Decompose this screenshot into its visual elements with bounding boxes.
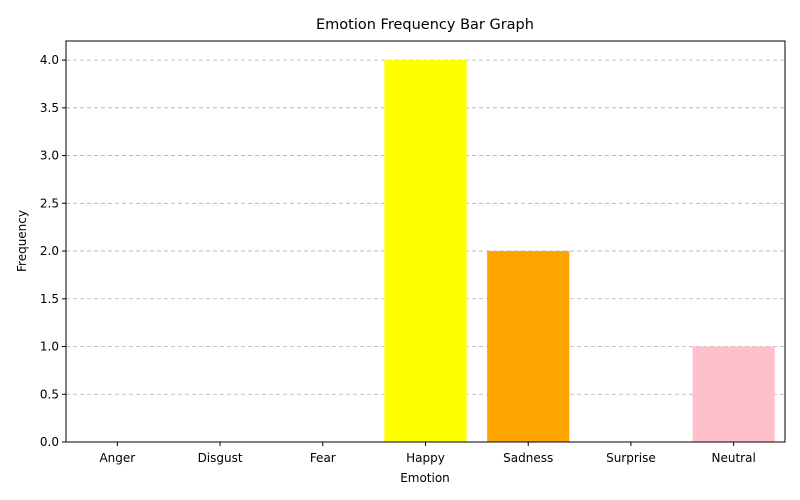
y-tick-label: 4.0: [40, 53, 59, 67]
y-tick-label: 3.5: [40, 101, 59, 115]
y-tick-label: 3.0: [40, 149, 59, 163]
x-tick-label: Anger: [99, 451, 135, 465]
y-tick-label: 1.5: [40, 292, 59, 306]
y-tick-label: 2.5: [40, 196, 59, 210]
bar-sadness: [487, 251, 570, 442]
bar-neutral: [692, 346, 775, 442]
x-tick-label: Sadness: [503, 451, 553, 465]
bars: [384, 60, 775, 442]
x-tick-label: Disgust: [198, 451, 243, 465]
y-tick-label: 1.0: [40, 340, 59, 354]
x-tick-label: Neutral: [711, 451, 755, 465]
x-axis-label: Emotion: [400, 471, 450, 485]
y-tick-label: 0.0: [40, 435, 59, 449]
bar-happy: [384, 60, 467, 442]
y-axis-label: Frequency: [15, 210, 29, 272]
y-tick-label: 2.0: [40, 244, 59, 258]
chart-title: Emotion Frequency Bar Graph: [316, 17, 534, 33]
y-tick-label: 0.5: [40, 387, 59, 401]
x-tick-label: Happy: [406, 451, 445, 465]
x-ticks: Anger Disgust Fear Happy Sadness Surprise Neut…: [99, 442, 756, 465]
y-ticks: 0.0 0.5 1.0 1.5 2.0 2.5 3.0 3.5 4.0: [40, 53, 66, 449]
x-tick-label: Fear: [310, 451, 336, 465]
x-tick-label: Surprise: [606, 451, 656, 465]
